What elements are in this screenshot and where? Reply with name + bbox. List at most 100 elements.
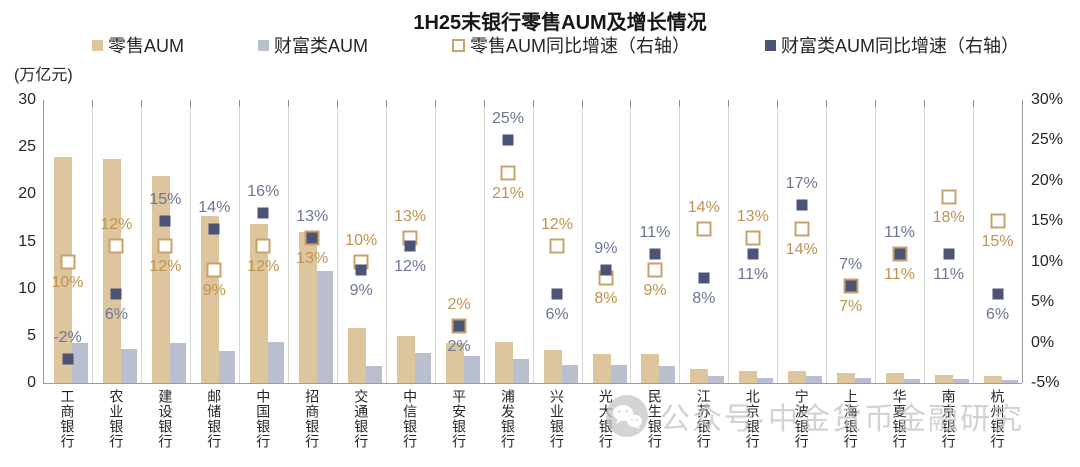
- gridline: [630, 100, 632, 383]
- retail-aum-bar: [54, 156, 72, 383]
- bank-name-label: 中国银行: [255, 389, 272, 449]
- retail-growth-label: 13%: [736, 207, 769, 225]
- legend-swatch-icon: [452, 38, 465, 52]
- gridline: [875, 100, 877, 383]
- wechat-icon: [606, 395, 648, 437]
- wealth-growth-label: 6%: [545, 306, 569, 324]
- left-axis-tick-label: 10: [18, 279, 36, 297]
- retail-growth-marker: [60, 254, 75, 270]
- wealth-growth-marker: [159, 215, 171, 227]
- gridline-top-tick: [434, 100, 436, 107]
- retail-aum-bar: [592, 353, 611, 383]
- wealth-growth-marker: [943, 248, 955, 260]
- left-axis-tick-label: 30: [18, 91, 36, 108]
- retail-growth-label: 8%: [594, 289, 618, 307]
- legend-swatch-icon: [258, 39, 269, 51]
- bank-name-label: 民生银行: [646, 389, 663, 449]
- retail-growth-marker: [990, 213, 1005, 229]
- retail-growth-label: 12%: [540, 215, 574, 233]
- bank-name-label: 上海银行: [842, 389, 859, 449]
- gridline-top-tick: [140, 100, 142, 107]
- wealth-aum-bar: [512, 359, 529, 383]
- gridline: [728, 100, 730, 383]
- gridline: [385, 100, 387, 383]
- retail-growth-label: 2%: [447, 296, 471, 314]
- bank-name-label: 邮储银行: [206, 389, 223, 449]
- x-axis-line: [43, 383, 1022, 384]
- gridline-top-tick: [189, 100, 191, 107]
- retail-growth-label: 18%: [932, 209, 965, 226]
- bank-name-label: 浦发银行: [500, 389, 516, 449]
- retail-growth-label: 13%: [296, 249, 329, 267]
- wealth-growth-label: 11%: [639, 223, 671, 241]
- legend-item-2: 财富类AUM: [258, 36, 368, 56]
- bank-name-label: 建设银行: [157, 389, 174, 449]
- wealth-aum-bar: [169, 343, 186, 383]
- wealth-growth-marker: [698, 272, 710, 284]
- wealth-growth-label: 11%: [737, 265, 769, 283]
- left-axis-tick-label: 20: [18, 185, 36, 203]
- gridline-top-tick: [43, 100, 44, 107]
- retail-growth-label: 10%: [345, 231, 378, 249]
- retail-aum-bar: [103, 159, 121, 383]
- wealth-growth-marker: [355, 264, 367, 276]
- wealth-aum-bar: [1002, 380, 1019, 383]
- retail-growth-marker: [206, 262, 222, 278]
- left-axis-line: [43, 100, 44, 383]
- gridline-top-tick: [581, 100, 583, 107]
- gridline: [238, 100, 240, 383]
- wealth-growth-label: 8%: [692, 289, 716, 307]
- retail-aum-bar: [396, 335, 415, 383]
- gridline-top-tick: [92, 100, 93, 107]
- watermark: 公众号·中金货币金融研究: [606, 394, 1024, 438]
- wealth-growth-marker: [208, 223, 220, 235]
- wealth-growth-label: 15%: [149, 191, 182, 209]
- bank-name-label: 农业银行: [108, 389, 125, 449]
- left-axis-tick-label: 25: [18, 138, 36, 156]
- legend-label: 财富类AUM同比增速（右轴）: [781, 36, 1019, 56]
- wealth-aum-bar: [561, 365, 578, 383]
- wealth-growth-label: 13%: [296, 207, 329, 225]
- wealth-growth-marker: [992, 288, 1003, 300]
- legend-swatch-icon: [765, 39, 776, 51]
- retail-growth-label: 12%: [247, 257, 280, 275]
- right-axis-tick-label: 10%: [1031, 252, 1064, 270]
- wealth-growth-marker: [600, 264, 612, 276]
- bank-name-label: 工商银行: [59, 389, 76, 449]
- retail-aum-bar: [543, 350, 562, 383]
- left-axis-unit-label: (万亿元): [14, 67, 73, 84]
- wealth-growth-label: 9%: [594, 239, 618, 257]
- retail-aum-bar: [641, 353, 660, 383]
- gridline-top-tick: [630, 100, 632, 107]
- gridline: [189, 100, 191, 383]
- wealth-aum-bar: [267, 342, 284, 383]
- right-axis-tick-label: 30%: [1031, 91, 1064, 108]
- wealth-aum-bar: [904, 379, 921, 383]
- wealth-aum-bar: [414, 352, 431, 383]
- right-axis-line: [1022, 100, 1023, 383]
- wealth-aum-bar: [855, 378, 872, 383]
- wealth-growth-marker: [306, 232, 318, 243]
- gridline-top-tick: [1022, 100, 1023, 107]
- wealth-aum-bar: [610, 365, 627, 383]
- retail-aum-bar: [347, 328, 366, 383]
- gridline: [92, 100, 93, 383]
- bank-name-label: 平安银行: [451, 389, 468, 449]
- legend-item-4: 财富类AUM同比增速（右轴）: [765, 36, 1019, 56]
- right-axis-tick-label: 25%: [1031, 131, 1064, 149]
- gridline: [777, 100, 779, 383]
- wealth-aum-bar: [757, 378, 774, 383]
- right-axis-tick-label: 0%: [1031, 333, 1055, 351]
- left-axis-tick-label: 5: [27, 326, 36, 344]
- gridline-top-tick: [973, 100, 975, 107]
- retail-growth-label: 14%: [687, 199, 720, 217]
- gridline: [336, 100, 338, 383]
- retail-growth-marker: [500, 165, 516, 181]
- bank-name-label: 交通银行: [353, 389, 370, 449]
- gridline-top-tick: [287, 100, 289, 107]
- wealth-growth-label: 16%: [247, 183, 280, 201]
- bank-name-label: 招商银行: [304, 389, 321, 449]
- wealth-aum-bar: [659, 366, 676, 383]
- wealth-aum-bar: [72, 343, 88, 383]
